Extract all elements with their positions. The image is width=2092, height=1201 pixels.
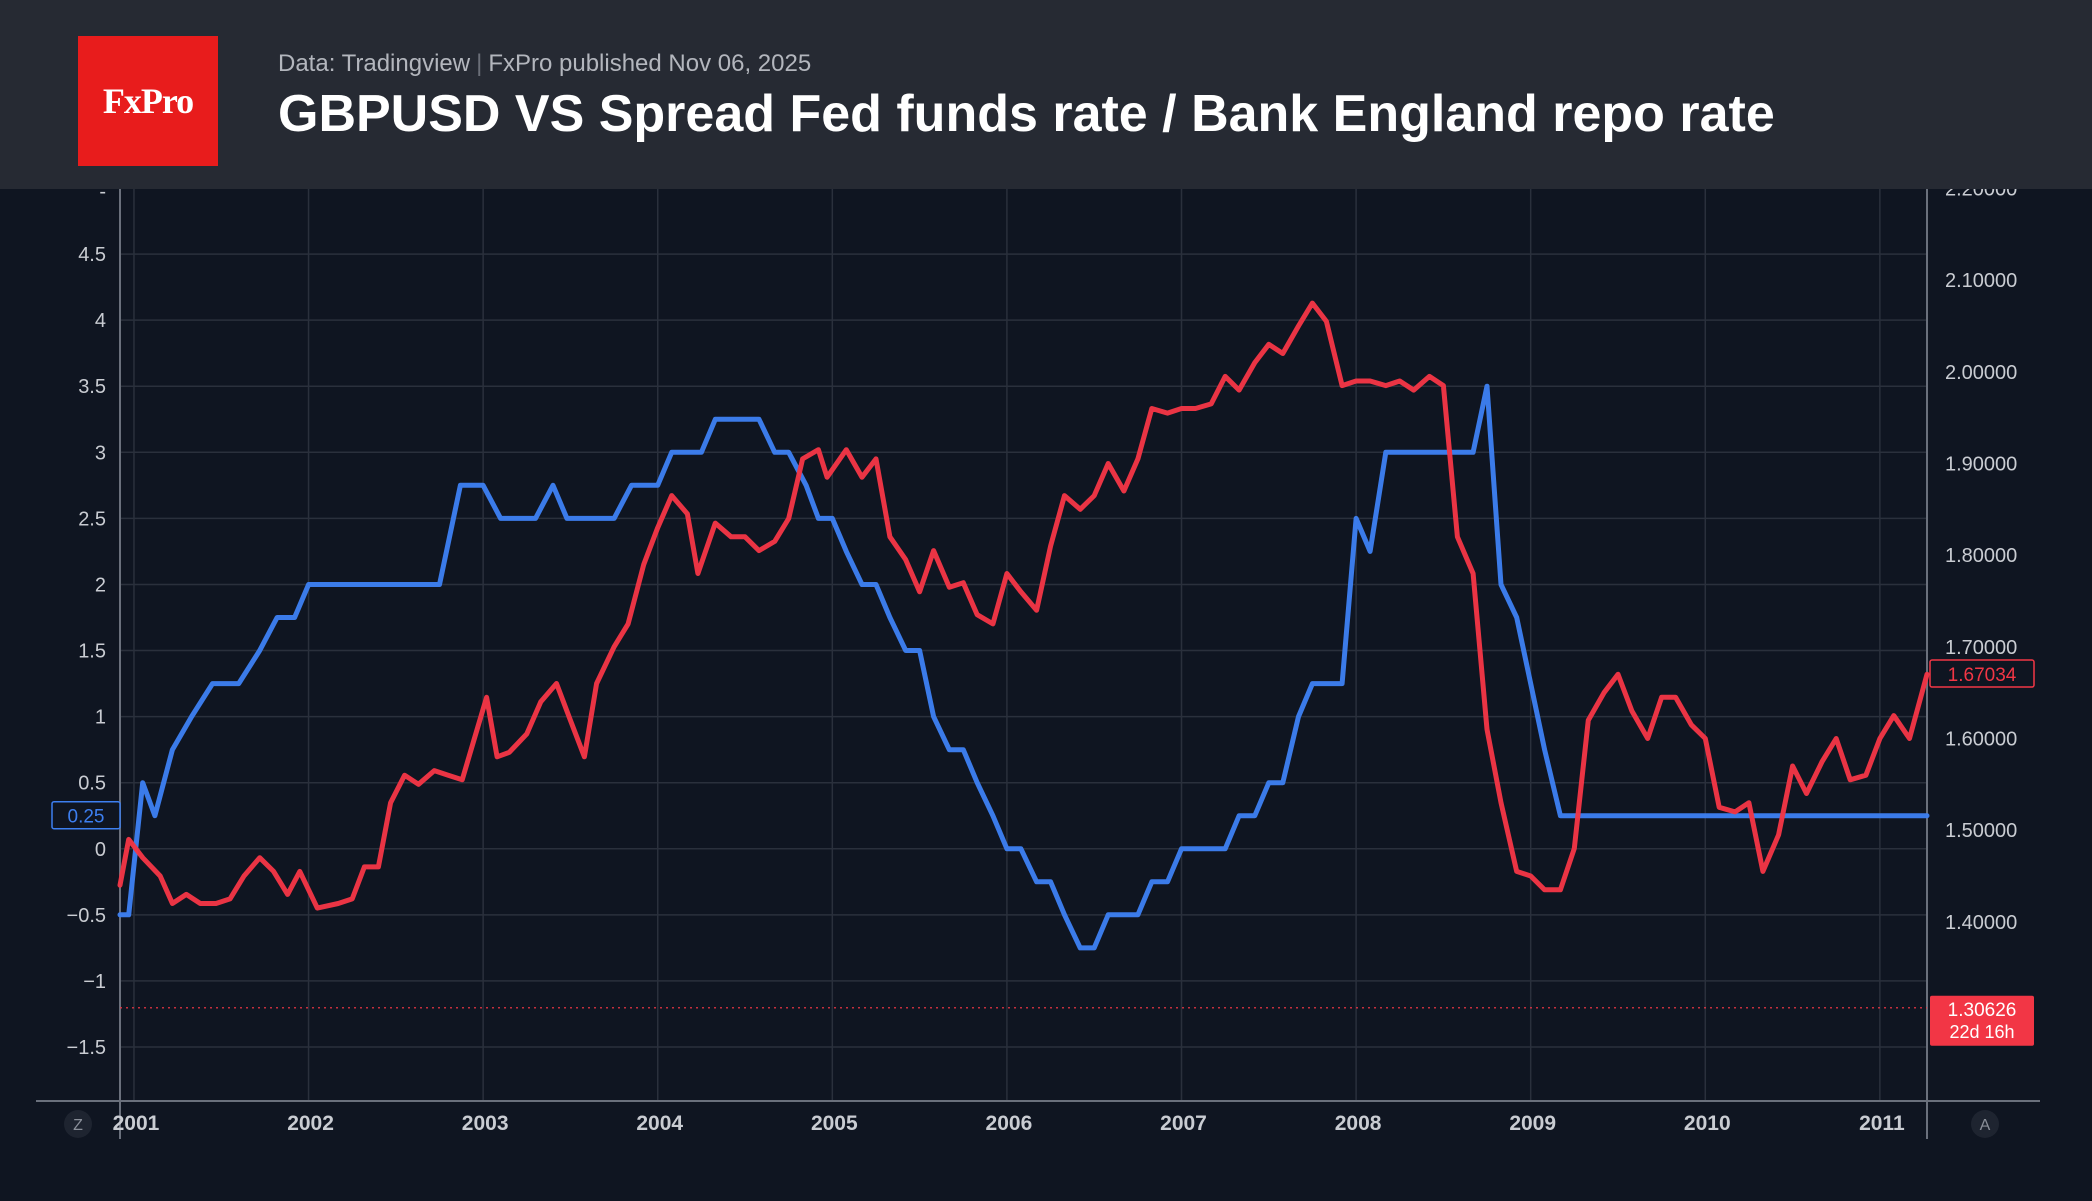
right-tick-label: 1.70000 [1945, 637, 2017, 659]
right-tick-label: 1.50000 [1945, 820, 2017, 842]
x-tick-label: 2001 [113, 1112, 160, 1135]
left-tick-label: 0 [95, 839, 106, 861]
right-tick-label: 1.60000 [1945, 729, 2017, 751]
left-tick-label: 4 [95, 310, 106, 332]
red-last-value: 1.67034 [1948, 665, 2017, 686]
auto-scale-button-right [1971, 1110, 1999, 1138]
left-tick-label: −1 [83, 971, 106, 993]
left-tick-label: 0.5 [78, 773, 106, 795]
left-tick-label: 1 [95, 707, 106, 729]
left-tick-label: 3 [95, 442, 106, 464]
countdown-label: 22d 16h [1949, 1022, 2014, 1042]
price-line-label-box [1930, 995, 2034, 1046]
blue-last-value-box [51, 800, 121, 830]
x-tick-label: 2004 [636, 1112, 683, 1135]
x-tick-label: 2002 [287, 1112, 334, 1135]
left-tick-label: 3.5 [78, 376, 106, 398]
chart-header: FxPro Data: Tradingview | FxPro published … [0, 0, 2092, 189]
x-axis: 2001 2002 2003 2004 2005 2006 2007 2008 2009 2010… [64, 1110, 1999, 1138]
separator: | [476, 50, 483, 77]
right-axis: 2.20000 2.10000 2.00000 1.90000 1.80000 1.700… [1945, 178, 2017, 934]
x-tick-label: 2007 [1160, 1112, 1207, 1135]
blue-last-value: 0.25 [68, 807, 105, 828]
left-tick-label: 2 [95, 574, 106, 596]
source-line: Data: Tradingview | FxPro published Nov 06… [278, 50, 811, 78]
price-line-value: 1.30626 [1948, 1000, 2017, 1021]
right-tick-label: 1.90000 [1945, 453, 2017, 475]
right-tick-label: 1.40000 [1945, 912, 2017, 934]
x-tick-label: 2003 [462, 1112, 509, 1135]
grid-lines [36, 189, 2040, 1139]
x-tick-label: 2005 [811, 1112, 858, 1135]
right-tick-label: 1.80000 [1945, 545, 2017, 567]
chart-title: GBPUSD VS Spread Fed funds rate / Bank E… [278, 85, 1775, 143]
left-tick-label: 1.5 [78, 641, 106, 663]
right-tick-label: 2.20000 [1945, 189, 2017, 200]
fxpro-logo: FxPro [78, 36, 218, 166]
left-tick-label: 2.5 [78, 508, 106, 530]
x-tick-label: 2011 [1859, 1112, 1905, 1135]
scale-button-label: Z [73, 1117, 83, 1134]
x-tick-label: 2006 [986, 1112, 1033, 1135]
x-tick-label: 2008 [1335, 1112, 1382, 1135]
x-tick-label: 2009 [1509, 1112, 1556, 1135]
left-tick-label: −1.5 [67, 1037, 106, 1059]
scale-button-label: A [1980, 1117, 1991, 1134]
data-source: Data: Tradingview [278, 50, 471, 77]
series-lines [117, 300, 1930, 951]
logo-text: FxPro [102, 81, 194, 121]
red-series-line [117, 300, 1930, 911]
x-tick-label: 2010 [1684, 1112, 1731, 1135]
chart-area: 4.5 4 3.5 3 2.5 2 1.5 1 0.5 0 −0.5 −1 −1.5- 2.20000 2… [0, 178, 2092, 1196]
left-tick-label: −0.5 [67, 905, 106, 927]
blue-series-line [117, 383, 1930, 951]
right-tick-label: 2.10000 [1945, 270, 2017, 292]
left-tick-label: - [99, 189, 106, 203]
left-tick-label: 4.5 [78, 244, 106, 266]
line-chart: 4.543.532.521.510.50−0.5−1−1.5- 2.200002… [36, 178, 2040, 1139]
left-axis: 4.5 4 3.5 3 2.5 2 1.5 1 0.5 0 −0.5 −1 −1.5 - [67, 181, 106, 1059]
published-date: FxPro published Nov 06, 2025 [488, 50, 812, 77]
right-tick-label: 2.00000 [1945, 362, 2017, 384]
auto-scale-button-left [64, 1110, 92, 1138]
red-last-value-box [1929, 659, 2035, 688]
